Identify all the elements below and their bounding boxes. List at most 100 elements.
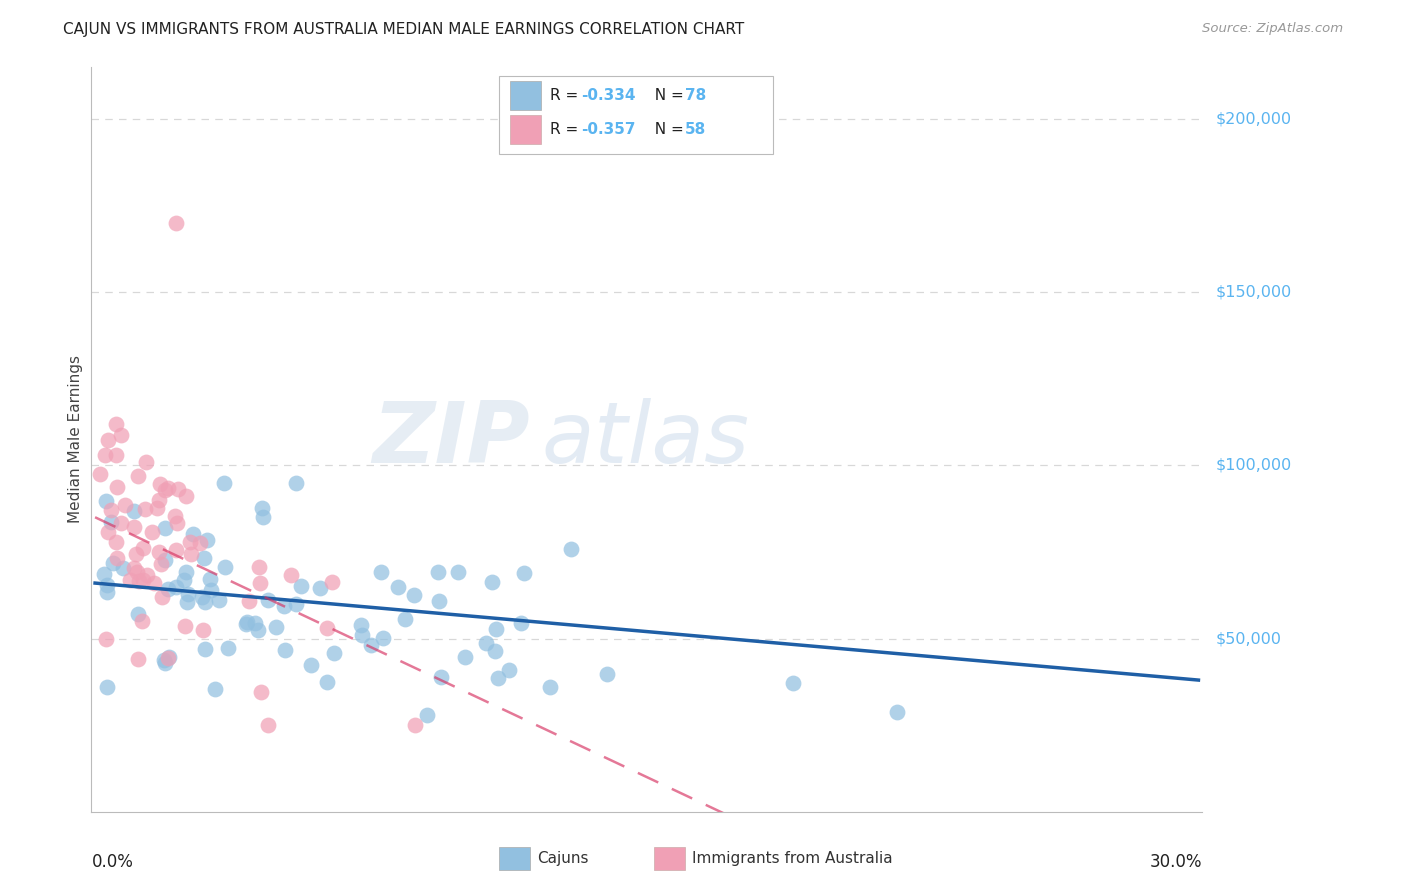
- Point: [285, 597, 308, 611]
- Point: [111, 561, 134, 575]
- Point: [97, 434, 120, 448]
- Point: [204, 681, 226, 696]
- Point: [193, 551, 215, 566]
- Point: [135, 455, 157, 469]
- Point: [142, 576, 165, 591]
- Text: atlas: atlas: [541, 398, 749, 481]
- Point: [416, 707, 439, 722]
- Text: $50,000: $50,000: [1215, 631, 1281, 646]
- Point: [360, 639, 382, 653]
- Point: [153, 521, 176, 535]
- Point: [105, 550, 128, 565]
- Point: [136, 568, 159, 582]
- Point: [153, 653, 176, 667]
- Point: [156, 482, 179, 496]
- Point: [148, 492, 170, 507]
- Point: [96, 494, 118, 508]
- Y-axis label: Median Male Earnings: Median Male Earnings: [67, 355, 83, 524]
- Point: [122, 560, 145, 574]
- Text: $150,000: $150,000: [1215, 285, 1292, 300]
- Point: [153, 483, 176, 497]
- Point: [200, 572, 222, 586]
- Text: -0.334: -0.334: [581, 88, 636, 103]
- Point: [214, 560, 236, 574]
- Point: [165, 542, 187, 557]
- Point: [165, 216, 187, 230]
- Point: [180, 547, 202, 561]
- Point: [150, 590, 173, 604]
- Point: [427, 566, 450, 580]
- Point: [120, 573, 142, 587]
- Point: [249, 576, 271, 591]
- Point: [176, 595, 198, 609]
- Point: [217, 641, 239, 656]
- Point: [257, 718, 280, 732]
- Point: [127, 652, 149, 666]
- Point: [247, 560, 270, 574]
- Point: [96, 632, 118, 647]
- Text: -0.357: -0.357: [581, 122, 636, 136]
- Point: [156, 582, 179, 596]
- Point: [156, 650, 179, 665]
- Point: [145, 501, 167, 516]
- Point: [290, 579, 312, 593]
- Point: [100, 515, 122, 529]
- Point: [485, 622, 508, 636]
- Point: [498, 664, 520, 678]
- Text: Source: ZipAtlas.com: Source: ZipAtlas.com: [1202, 22, 1343, 36]
- Point: [128, 574, 150, 589]
- Text: N =: N =: [645, 122, 689, 136]
- Point: [243, 616, 266, 631]
- Point: [105, 448, 128, 462]
- Point: [208, 592, 231, 607]
- Point: [454, 650, 477, 665]
- Point: [370, 566, 392, 580]
- Point: [96, 578, 118, 592]
- Point: [89, 467, 111, 482]
- Point: [373, 632, 395, 646]
- Point: [148, 545, 170, 559]
- Point: [427, 593, 450, 607]
- Point: [181, 526, 204, 541]
- Point: [173, 573, 195, 587]
- Point: [315, 621, 337, 635]
- Point: [387, 580, 409, 594]
- Point: [284, 475, 307, 490]
- Point: [394, 611, 416, 625]
- Point: [114, 498, 136, 512]
- Point: [475, 636, 498, 650]
- Point: [430, 670, 453, 684]
- Point: [132, 574, 155, 588]
- Point: [174, 565, 197, 579]
- Point: [250, 500, 273, 515]
- Point: [264, 620, 287, 634]
- Point: [125, 547, 148, 561]
- Point: [484, 644, 506, 658]
- Point: [560, 541, 582, 556]
- Point: [447, 565, 470, 579]
- Text: $200,000: $200,000: [1215, 112, 1292, 127]
- Point: [486, 671, 509, 685]
- Point: [93, 566, 115, 581]
- Text: R =: R =: [550, 88, 583, 103]
- Point: [166, 483, 188, 497]
- Point: [510, 615, 533, 630]
- Point: [309, 581, 332, 595]
- Point: [173, 619, 195, 633]
- Text: R =: R =: [550, 122, 583, 136]
- Point: [188, 535, 211, 549]
- Point: [132, 541, 155, 555]
- Point: [322, 646, 344, 660]
- Point: [179, 534, 201, 549]
- Text: ZIP: ZIP: [373, 398, 530, 481]
- Point: [105, 535, 128, 549]
- Text: Cajuns: Cajuns: [537, 851, 589, 866]
- Point: [131, 614, 153, 628]
- Point: [105, 480, 128, 494]
- Point: [134, 502, 156, 516]
- Point: [94, 448, 117, 462]
- Point: [153, 656, 176, 670]
- Text: 0.0%: 0.0%: [91, 853, 134, 871]
- Point: [280, 568, 302, 582]
- Point: [212, 475, 235, 490]
